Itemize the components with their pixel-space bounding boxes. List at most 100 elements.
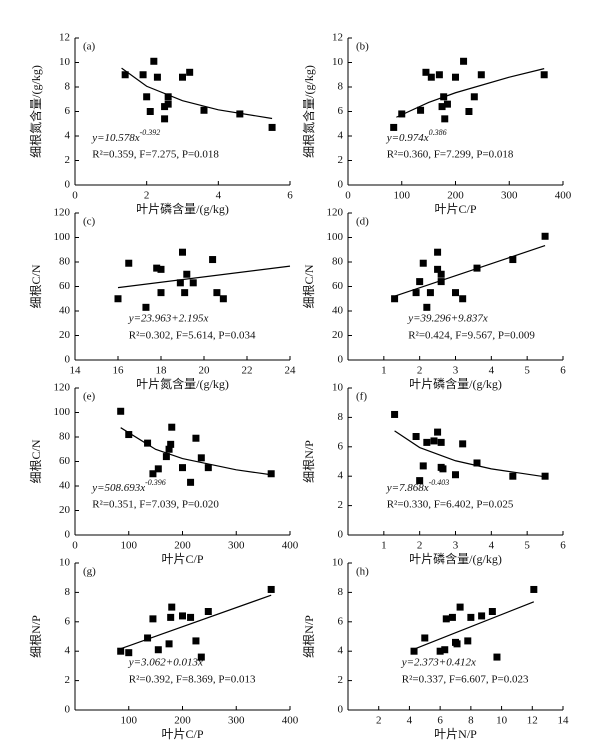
y-tick-label: 2 <box>65 674 71 686</box>
x-tick-label: 3 <box>453 540 459 552</box>
point <box>460 57 468 65</box>
y-tick-label: 100 <box>327 231 344 243</box>
x-tick-label: 300 <box>228 715 245 727</box>
point <box>167 613 175 621</box>
point <box>423 438 431 446</box>
y-tick-label: 0 <box>338 179 344 191</box>
point <box>187 613 195 621</box>
point <box>157 265 165 273</box>
point <box>153 73 161 81</box>
point <box>267 470 275 478</box>
point <box>443 100 451 108</box>
y-tick-label: 8 <box>338 586 344 598</box>
x-tick-label: 14 <box>558 715 570 727</box>
x-tick-label: 400 <box>282 715 299 727</box>
point <box>488 608 496 616</box>
point <box>473 264 481 272</box>
point <box>121 71 129 79</box>
x-tick-label: 16 <box>113 365 125 377</box>
x-tick-label: 14 <box>70 365 82 377</box>
x-tick-label: 300 <box>228 540 245 552</box>
y-tick-label: 0 <box>65 179 71 191</box>
point <box>438 103 446 111</box>
y-tick-label: 0 <box>65 354 71 366</box>
point <box>192 637 200 645</box>
point <box>437 270 445 278</box>
y-tick-label: 0 <box>65 529 71 541</box>
point <box>419 462 427 470</box>
equation-exponent: -0.403 <box>429 478 450 487</box>
point <box>416 477 424 485</box>
y-tick-label: 4 <box>65 130 71 142</box>
x-tick-label: 400 <box>555 190 572 202</box>
point <box>164 100 172 108</box>
equation: y=7.868x-0.403 <box>386 478 450 494</box>
point <box>509 256 517 264</box>
point <box>437 278 445 286</box>
fit-stats: R²=0.360, F=7.299, P=0.018 <box>387 148 514 160</box>
point <box>142 303 150 311</box>
point <box>434 428 442 436</box>
point <box>423 303 431 311</box>
x-tick-label: 0 <box>72 190 78 202</box>
point <box>470 93 478 101</box>
fit-stats: R²=0.359, F=7.275, P=0.018 <box>92 148 219 160</box>
y-tick-label: 8 <box>338 81 344 93</box>
x-tick-label: 22 <box>242 365 253 377</box>
x-axis-label: 叶片C/P <box>434 202 476 216</box>
point <box>530 585 538 593</box>
y-tick-label: 6 <box>65 105 71 117</box>
y-axis-label: 细根C/N <box>29 264 43 308</box>
y-tick-label: 120 <box>327 207 344 219</box>
point <box>189 279 197 287</box>
y-tick-label: 40 <box>59 305 71 317</box>
fit-stats: R²=0.351, F=7.039, P=0.020 <box>92 498 219 510</box>
point <box>187 478 195 486</box>
point <box>437 438 445 446</box>
x-tick-label: 300 <box>501 190 518 202</box>
x-tick-label: 200 <box>174 540 191 552</box>
point <box>146 108 154 115</box>
y-tick-label: 10 <box>59 56 71 68</box>
fit-line <box>394 245 546 297</box>
y-tick-label: 60 <box>332 280 344 292</box>
x-tick-label: 200 <box>174 715 191 727</box>
panel-label: (a) <box>83 41 96 53</box>
point <box>456 603 464 611</box>
x-axis-label: 叶片C/P <box>161 727 203 741</box>
y-tick-label: 60 <box>59 455 71 467</box>
point <box>125 431 133 439</box>
y-tick-label: 6 <box>338 105 344 117</box>
point <box>197 653 205 661</box>
y-tick-label: 10 <box>59 557 71 569</box>
y-tick-label: 4 <box>338 645 344 657</box>
y-tick-label: 40 <box>332 305 344 317</box>
fit-stats: R²=0.330, F=6.402, P=0.025 <box>387 498 514 510</box>
y-tick-label: 6 <box>338 440 344 452</box>
y-axis-label: 细根氮含量/(g/kg) <box>28 65 43 158</box>
point <box>434 265 442 273</box>
equation-base: y=0.974x <box>386 131 429 143</box>
point <box>125 259 133 267</box>
point <box>150 57 158 65</box>
x-tick-label: 200 <box>447 190 464 202</box>
equation-base: y=7.868x <box>386 481 429 493</box>
equation: y=39.296+9.837x <box>407 312 488 324</box>
panel-label: (b) <box>356 41 369 53</box>
x-axis-label: 叶片氮含量/(g/kg) <box>136 376 229 391</box>
x-axis-label: 叶片N/P <box>434 727 477 741</box>
x-tick-label: 4 <box>489 540 495 552</box>
x-tick-label: 6 <box>560 365 566 377</box>
point <box>154 465 162 473</box>
x-tick-label: 8 <box>468 715 474 727</box>
fit-line <box>121 67 273 120</box>
x-tick-label: 12 <box>527 715 538 727</box>
panel-label: (e) <box>83 391 96 403</box>
x-tick-label: 4 <box>407 715 413 727</box>
x-tick-label: 6 <box>560 540 566 552</box>
y-axis-label: 细根C/N <box>302 264 316 308</box>
point <box>143 93 151 101</box>
x-tick-label: 3 <box>453 365 459 377</box>
y-tick-label: 40 <box>59 480 71 492</box>
y-tick-label: 80 <box>59 256 71 268</box>
